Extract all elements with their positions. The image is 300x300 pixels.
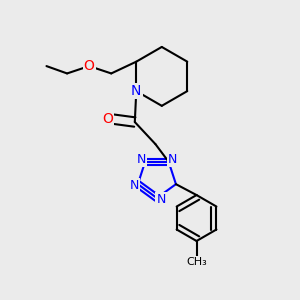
Text: O: O (84, 59, 94, 73)
Text: N: N (131, 84, 142, 98)
Text: O: O (102, 112, 113, 126)
Text: N: N (156, 193, 166, 206)
Text: CH₃: CH₃ (186, 256, 207, 267)
Text: N: N (137, 153, 146, 166)
Text: N: N (130, 179, 139, 192)
Text: N: N (167, 153, 177, 166)
